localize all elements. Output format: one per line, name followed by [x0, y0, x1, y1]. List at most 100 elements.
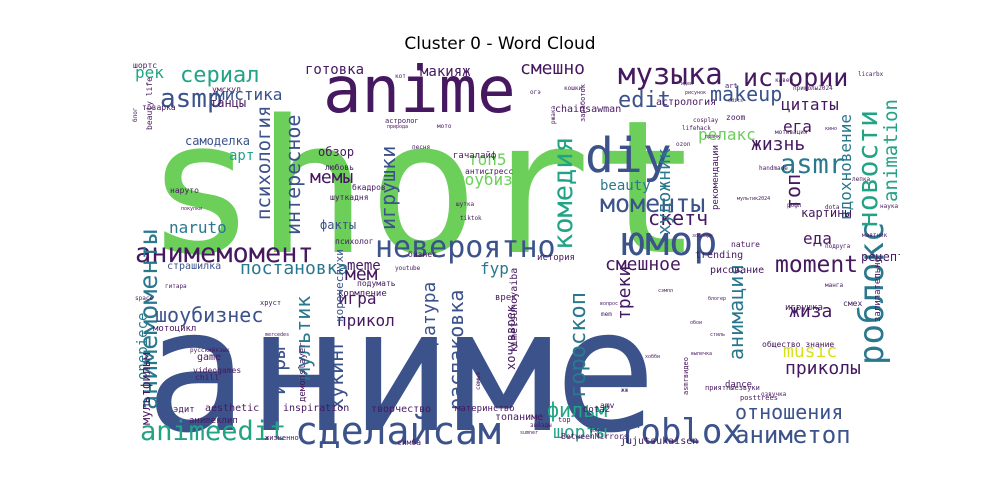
- word-100: эдит: [173, 405, 195, 415]
- word-27: makeup: [710, 82, 782, 106]
- word-179: сэмпл: [658, 288, 673, 294]
- word-73: рецепт: [861, 250, 900, 264]
- word-5: роблокс: [852, 222, 892, 365]
- word-182: блогер: [708, 295, 726, 302]
- word-176: asmrвидео: [682, 357, 690, 395]
- word-25: психология: [253, 106, 275, 220]
- word-115: beauty life: [145, 77, 154, 130]
- word-48: еда: [803, 229, 832, 248]
- word-33: анимация: [724, 264, 748, 360]
- word-109: videogames: [193, 366, 241, 375]
- word-119: бизнес: [408, 249, 437, 259]
- word-177: приятныезвуки: [705, 384, 760, 392]
- word-168: рисунок: [685, 90, 706, 96]
- word-147: маятник: [862, 232, 888, 239]
- word-187: обои: [690, 319, 702, 326]
- word-171: mercedes: [265, 332, 289, 338]
- word-101: chainsawman: [555, 104, 621, 115]
- word-11: комедия: [548, 136, 579, 250]
- word-167: покупки: [181, 206, 202, 212]
- word-51: художник: [654, 148, 675, 235]
- word-7: невероятно: [375, 230, 556, 265]
- word-59: мем: [345, 264, 378, 285]
- word-98: демonslayer: [298, 342, 308, 402]
- word-74: картины: [801, 206, 852, 220]
- word-53: мистика: [215, 85, 282, 104]
- word-60: игра: [338, 289, 377, 308]
- word-90: залипательно: [873, 257, 883, 322]
- word-104: BetweenMirrors: [561, 432, 629, 441]
- word-95: творчество: [371, 404, 431, 415]
- word-99: аниmeклип: [189, 416, 238, 426]
- word-82: врек: [495, 293, 517, 303]
- word-24: игрушки: [376, 146, 400, 230]
- word-138: шутка: [456, 201, 474, 208]
- word-13: roblox: [620, 412, 743, 448]
- word-105: amv: [600, 401, 615, 410]
- word-50: треки: [614, 266, 635, 320]
- word-132: кавер: [775, 77, 793, 84]
- word-155: top: [558, 416, 571, 424]
- word-46: вдохновение: [836, 114, 855, 220]
- word-156: mem: [601, 311, 612, 318]
- word-89: смех: [843, 299, 862, 308]
- word-108: game: [197, 352, 221, 363]
- word-19: asmp: [160, 84, 223, 114]
- word-151: семья: [475, 372, 482, 390]
- word-112: шортс: [133, 61, 157, 70]
- word-148: подруга: [825, 243, 851, 250]
- word-71: арт: [229, 148, 254, 164]
- word-114: товарка: [142, 103, 176, 112]
- word-165: идеи: [681, 81, 693, 87]
- word-20: сериал: [180, 63, 259, 88]
- word-181: edits: [728, 98, 743, 104]
- word-8: анимемомент: [135, 238, 314, 269]
- word-164: кошки: [564, 85, 582, 92]
- word-161: лепка: [852, 176, 870, 183]
- word-153: жж: [621, 387, 629, 394]
- word-113: умскул: [212, 85, 241, 94]
- word-166: природа: [387, 124, 408, 130]
- word-87: zoom: [726, 113, 745, 122]
- word-6: сделайсам: [295, 409, 501, 448]
- word-174: кино: [825, 126, 837, 132]
- word-29: шоубизнес: [155, 303, 263, 327]
- word-169: youtube: [395, 265, 421, 272]
- word-173: зоопарк: [692, 233, 713, 239]
- word-39: приколы: [785, 358, 861, 379]
- word-69: макияж: [420, 64, 471, 80]
- word-178: выпечка: [691, 351, 712, 357]
- word-43: жизнь: [751, 134, 805, 155]
- word-12: музыка: [618, 60, 723, 91]
- word-170: tiktok: [460, 215, 482, 222]
- word-103: dota2: [583, 405, 610, 415]
- word-40: скетч: [648, 206, 708, 230]
- word-32: хукинг: [324, 338, 348, 410]
- word-47: ега: [783, 117, 812, 136]
- word-36: фильм: [547, 398, 607, 422]
- word-150: звёзды: [530, 422, 552, 429]
- word-159: ozon: [676, 141, 691, 148]
- word-cloud: short аниме anime diy юмор роблокс сделайсам не…: [125, 60, 900, 448]
- word-120: подумать: [357, 279, 396, 288]
- chart-title: Cluster 0 - Word Cloud: [404, 34, 596, 54]
- word-18: asmr: [780, 149, 845, 180]
- word-160: песня: [412, 144, 430, 151]
- word-126: lifehack: [682, 125, 711, 132]
- word-37: шорты: [553, 422, 607, 443]
- word-123: nature: [731, 240, 760, 249]
- word-136: гачалайф: [453, 151, 496, 161]
- word-85: астрология: [656, 97, 716, 108]
- word-56: мультфильм: [139, 353, 153, 425]
- word-94: материнство: [455, 404, 515, 414]
- word-14: animeedit: [140, 416, 286, 447]
- word-117: психолог: [335, 237, 374, 246]
- word-91: общество знание: [762, 339, 834, 349]
- word-128: handmade: [759, 165, 788, 172]
- word-67: релакс: [698, 125, 756, 144]
- word-185: стиль: [710, 332, 725, 338]
- word-152: блог: [132, 108, 139, 122]
- word-17: моменты: [600, 189, 705, 218]
- word-41: смешно: [520, 60, 585, 79]
- word-124: space: [135, 295, 153, 302]
